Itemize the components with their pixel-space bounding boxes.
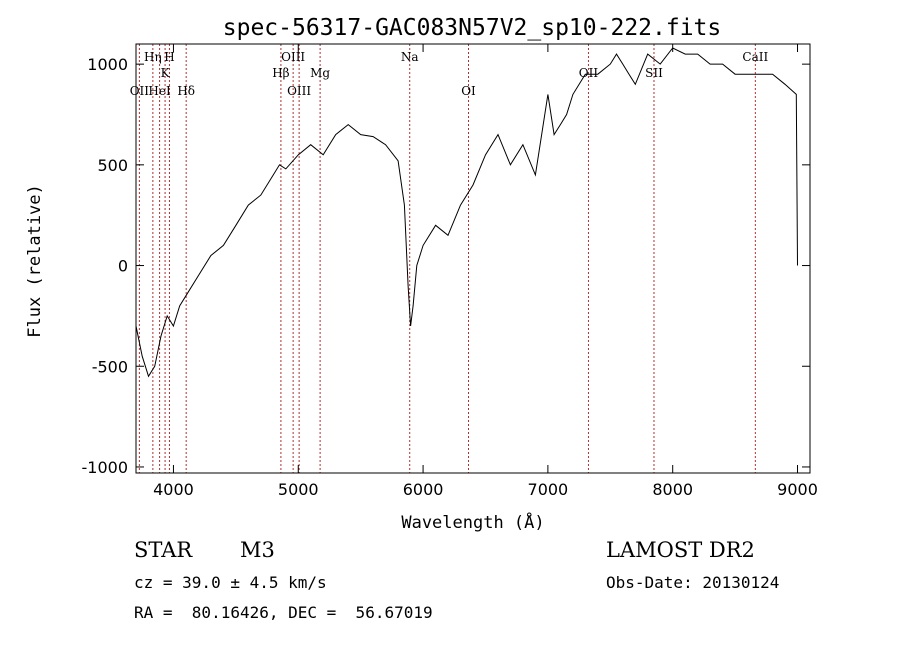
- spectrum-series-line: [135, 47, 798, 378]
- spectral-line-label: OIII: [281, 50, 305, 64]
- x-tick-label: 9000: [777, 480, 818, 499]
- y-tick-label: 0: [118, 257, 128, 276]
- y-tick-label: -1000: [82, 458, 129, 477]
- x-tick-label: 8000: [652, 480, 693, 499]
- redshift-text: cz = 39.0 ± 4.5 km/s: [134, 573, 327, 592]
- x-axis-label: Wavelength (Å): [401, 511, 544, 533]
- spectral-line-label: CaII: [742, 50, 768, 64]
- x-tick-label: 6000: [403, 480, 444, 499]
- line-markers: [138, 44, 756, 473]
- spectral-line-label: HeI: [148, 84, 171, 98]
- x-tick-label: 7000: [528, 480, 569, 499]
- spectral-line-label: Hη: [144, 50, 162, 64]
- y-tick-label: -500: [92, 357, 128, 376]
- obs-date: Obs-Date: 20130124: [606, 573, 780, 592]
- spectral-line-label: Hβ: [272, 66, 289, 80]
- spectral-line-label: OIII: [287, 84, 311, 98]
- y-axis-label: Flux (relative): [25, 184, 45, 338]
- x-axis-ticks: 4000 5000 6000 7000 8000 9000: [153, 44, 818, 499]
- y-tick-label: 1000: [87, 55, 128, 74]
- spectral-line-label: OII: [130, 84, 150, 98]
- plot-frame: [135, 43, 811, 474]
- spectral-line-label: OII: [579, 66, 599, 80]
- spectral-line-label: SII: [645, 66, 663, 80]
- object-class: STAR: [134, 538, 193, 562]
- spectral-line-label: K: [161, 66, 171, 80]
- spectral-line-label: Na: [401, 50, 419, 64]
- survey-name: LAMOST DR2: [606, 538, 755, 562]
- coordinates-text: RA = 80.16426, DEC = 56.67019: [134, 603, 433, 622]
- x-tick-label: 4000: [153, 480, 194, 499]
- spectral-line-label: Mg: [310, 66, 330, 80]
- x-tick-label: 5000: [278, 480, 319, 499]
- y-axis-ticks: -1000 -500 0 500 1000: [82, 55, 810, 477]
- object-subclass: M3: [240, 538, 275, 562]
- spectral-line-label: Hδ: [177, 84, 195, 98]
- y-tick-label: 500: [97, 156, 128, 175]
- spectral-line-label: H: [164, 50, 174, 64]
- chart-title: spec-56317-GAC083N57V2_sp10-222.fits: [223, 15, 722, 41]
- spectral-line-label: OI: [461, 84, 476, 98]
